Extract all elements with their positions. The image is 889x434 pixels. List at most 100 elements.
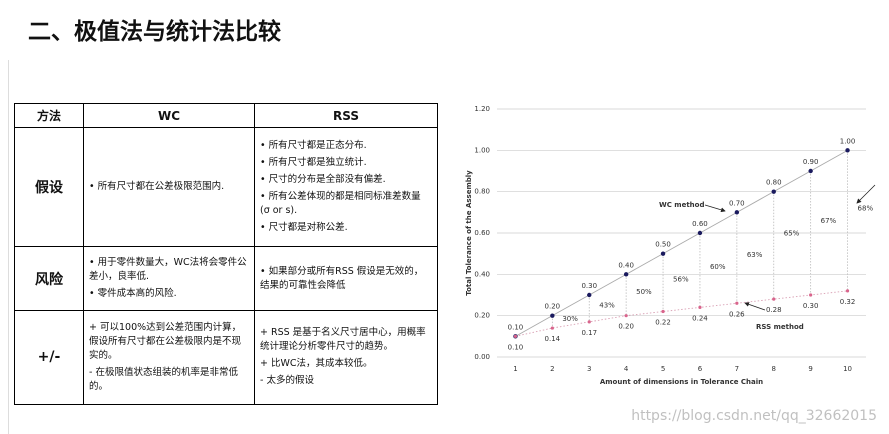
point (661, 309, 665, 314)
x-tick-label: 1 (513, 365, 517, 373)
data-label: 0.28 (766, 306, 782, 314)
y-tick-label: 1.00 (474, 146, 490, 154)
cell-text: 所有尺寸都是独立统计. (260, 156, 432, 170)
slide-title: 二、极值法与统计法比较 (28, 19, 281, 45)
annotation: 50% (636, 288, 652, 296)
data-label: 0.90 (803, 158, 819, 166)
point (771, 189, 776, 194)
point (660, 251, 666, 256)
cell-text: - 太多的假设 (260, 375, 314, 387)
x-tick-label: 4 (624, 365, 629, 373)
row-head: +/- (14, 309, 84, 406)
cell-text: + RSS 是基于名义尺寸居中心，用概率统计理论分析零件尺寸的趋势。 (260, 327, 426, 353)
annotation: 65% (784, 229, 800, 237)
divider (8, 60, 9, 434)
cell-text: 所有公差体现的都是相同标准差数量 (σ or s). (260, 190, 432, 218)
cell-text: 所有尺寸都是正态分布. (260, 139, 432, 153)
x-tick-label: 7 (735, 365, 739, 373)
arrow (704, 204, 726, 213)
table-header: 方法 (14, 103, 84, 128)
cell: 所有尺寸都在公差极限范围内. (83, 126, 255, 248)
point (698, 305, 702, 309)
point (734, 210, 740, 215)
chart: 0.00 0.20 0.40 0.60 0.80 1.00 1.20 1 2 3 4 5 6 7 8 9 10 A… (465, 105, 876, 386)
x-tick-label: 10 (843, 365, 852, 373)
annotation: 67% (821, 217, 837, 225)
row-head: 假设 (14, 126, 84, 248)
point (697, 230, 703, 236)
x-tick-label: 6 (698, 365, 703, 373)
watermark: https://blog.csdn.net/qq_32662015 (631, 408, 877, 424)
point (550, 326, 554, 330)
annotation: 56% (673, 276, 689, 284)
data-label: 0.17 (581, 329, 597, 337)
annotation: 60% (710, 263, 726, 271)
cell-text: + 可以100%达到公差范围内计算，假设所有尺寸都在公差极限内是不现实的。 (89, 321, 242, 361)
y-tick-label: 1.20 (474, 105, 490, 113)
data-label: 0.80 (766, 179, 782, 187)
cell-text: 如果部分或所有RSS 假设是无效的，结果的可靠性会降低 (260, 265, 432, 293)
data-label: 0.10 (508, 343, 524, 351)
data-label: 0.26 (729, 310, 745, 318)
row-head: 风险 (14, 246, 84, 311)
data-label: 0.30 (803, 302, 819, 310)
point (809, 293, 813, 297)
series-line (515, 290, 848, 337)
x-tick-label: 9 (808, 365, 812, 373)
point (624, 314, 628, 318)
y-tick-label: 0.80 (474, 188, 490, 196)
data-label: 0.20 (618, 323, 634, 331)
cell-text: 所有尺寸都在公差极限范围内. (89, 180, 249, 194)
y-axis-title: Total Tolerance of the Assembly (465, 170, 473, 296)
point (845, 289, 850, 293)
cell: + RSS 是基于名义尺寸居中心，用概率统计理论分析零件尺寸的趋势。 + 比WC法… (254, 309, 438, 406)
series-label: RSS method (756, 323, 804, 331)
data-label: 0.24 (692, 314, 708, 322)
x-tick-label: 2 (550, 365, 554, 373)
x-tick-label: 5 (661, 365, 665, 373)
annotation: 30% (562, 315, 578, 323)
point (587, 292, 592, 298)
cell-text: 零件成本高的风险. (89, 287, 249, 301)
point (808, 168, 813, 174)
data-label: 0.20 (545, 303, 561, 311)
annotation: 68% (858, 205, 874, 213)
cell-text: 尺寸的分布是全部没有偏差. (260, 173, 432, 187)
data-label: 0.32 (840, 298, 856, 306)
data-label: 0.60 (692, 220, 708, 228)
x-tick-label: 3 (587, 365, 591, 373)
series-label: WC method (659, 201, 705, 209)
data-label: 0.70 (729, 199, 745, 207)
table-header: RSS (254, 103, 438, 128)
x-axis-title: Amount of dimensions in Tolerance Chain (600, 378, 763, 386)
cell-text: + 比WC法，其成本较低。 (260, 358, 373, 370)
data-label: 0.50 (655, 241, 671, 249)
annotation: 63% (747, 251, 763, 259)
point (845, 148, 850, 153)
data-label: 1.00 (840, 137, 856, 145)
point (772, 297, 776, 301)
data-label: 0.40 (618, 261, 634, 269)
cell-text: 尺寸都是对称公差. (260, 221, 432, 235)
arrow (744, 302, 766, 311)
table-header: WC (83, 103, 255, 128)
point (513, 334, 518, 338)
data-label: 0.10 (508, 323, 524, 331)
cell-text: - 在极限值状态组装的机率是非常低的。 (89, 366, 238, 392)
y-tick-label: 0.40 (474, 270, 490, 278)
cell: 如果部分或所有RSS 假设是无效的，结果的可靠性会降低 (254, 246, 438, 311)
x-tick-label: 8 (772, 365, 776, 373)
y-tick-label: 0.20 (474, 312, 490, 320)
comparison-table: 方法 WC RSS 假设 所有尺寸都在公差极限范围内. 所有尺寸都是正态分布.所… (14, 103, 438, 406)
y-tick-label: 0.00 (474, 353, 490, 361)
cell: 用于零件数量大，WC法将会零件公差小，良率低. 零件成本高的风险. (83, 246, 255, 311)
data-label: 0.22 (655, 319, 671, 327)
cell: 所有尺寸都是正态分布. 所有尺寸都是独立统计. 尺寸的分布是全部没有偏差. 所有公差体… (254, 126, 438, 248)
series-line (515, 149, 848, 337)
point (550, 313, 555, 318)
data-label: 0.14 (545, 335, 561, 343)
point (623, 272, 629, 277)
point (735, 301, 739, 305)
point (587, 320, 591, 324)
